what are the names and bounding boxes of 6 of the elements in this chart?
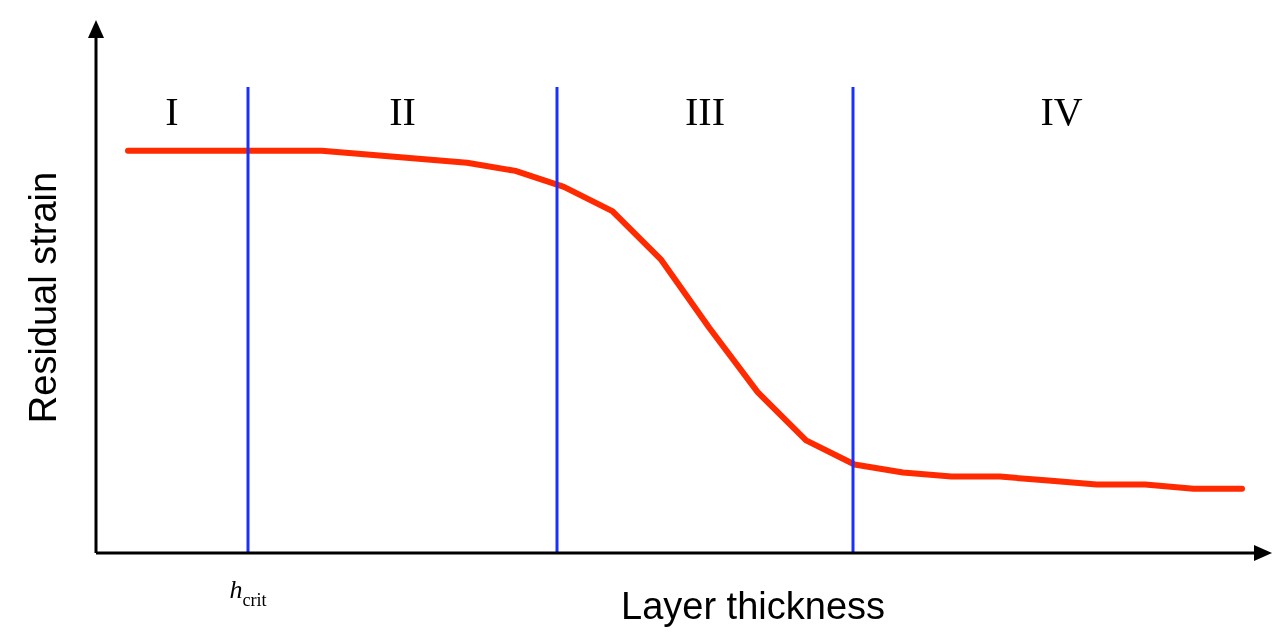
text: II [389,88,416,134]
text: III [685,88,725,134]
x-axis-title: Layer thickness [620,585,886,627]
y-axis-title: Residual strain [22,171,65,424]
text: I [165,88,179,134]
text: IV [1040,88,1083,134]
